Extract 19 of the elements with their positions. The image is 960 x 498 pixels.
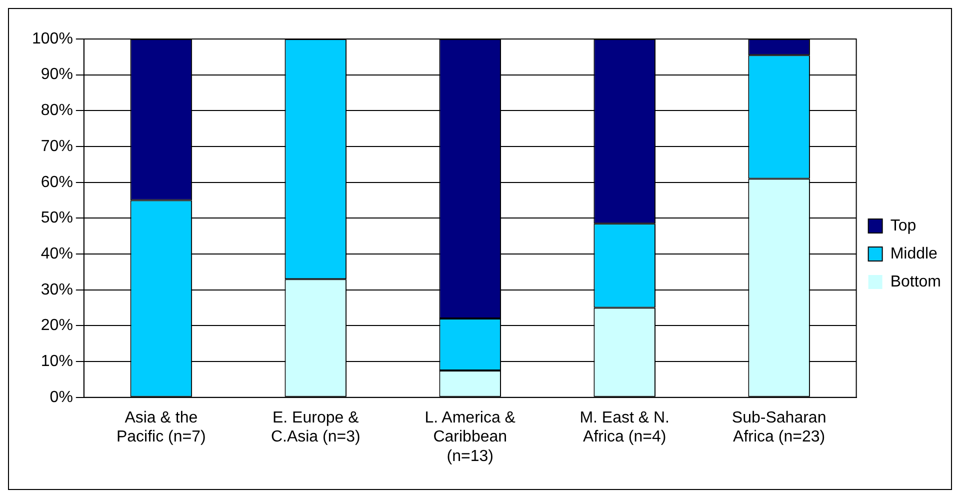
y-tick-label: 90% <box>40 66 73 84</box>
y-tick-label: 50% <box>40 210 73 227</box>
x-tick-label: Asia & the Pacific (n=7) <box>116 409 206 446</box>
legend-label: Middle <box>890 245 938 262</box>
y-tick-label: 20% <box>40 317 73 334</box>
y-tick-label: 30% <box>40 281 73 298</box>
y-tick-label: 70% <box>40 138 73 155</box>
y-tick-label: 40% <box>40 245 73 262</box>
legend-label: Bottom <box>890 273 941 290</box>
x-tick-label: M. East & N. Africa (n=4) <box>580 409 670 446</box>
y-tick-label: 10% <box>40 352 73 370</box>
legend-label: Top <box>890 217 916 234</box>
y-tick-label: 60% <box>40 174 73 191</box>
x-tick-label: E. Europe & C.Asia (n=3) <box>270 409 360 446</box>
x-tick-label: Sub-Saharan Africa (n=23) <box>732 409 826 446</box>
x-tick-label: L. America & Caribbean (n=13) <box>424 409 516 465</box>
y-tick-label: 80% <box>40 102 73 120</box>
y-tick-label: 0% <box>50 388 73 406</box>
y-tick-label: 100% <box>32 30 73 48</box>
